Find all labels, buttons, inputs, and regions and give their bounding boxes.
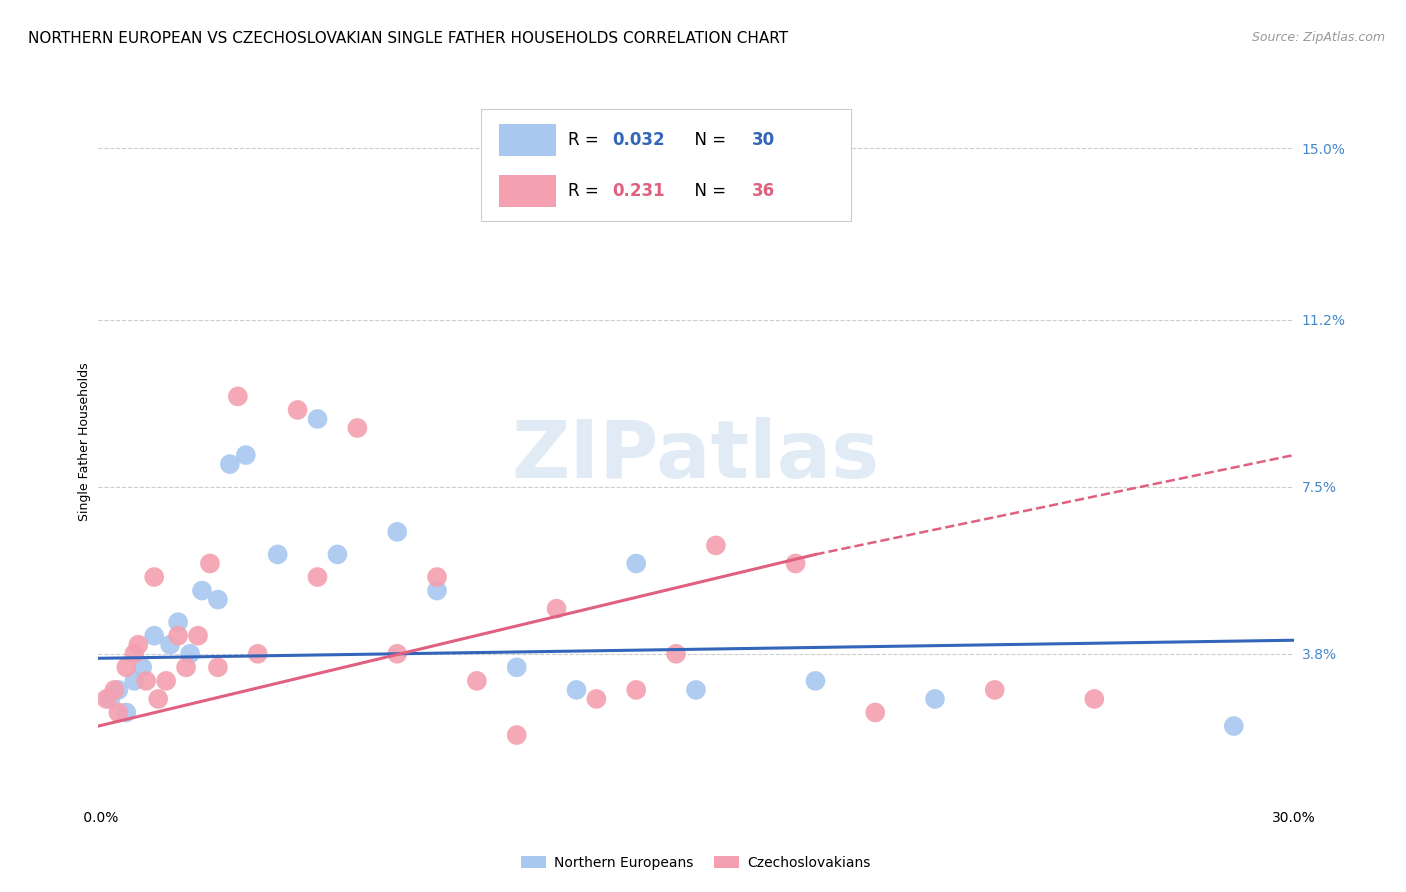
- Point: [307, 412, 329, 426]
- Point: [426, 570, 449, 584]
- Text: NORTHERN EUROPEAN VS CZECHOSLOVAKIAN SINGLE FATHER HOUSEHOLDS CORRELATION CHART: NORTHERN EUROPEAN VS CZECHOSLOVAKIAN SIN…: [28, 31, 789, 46]
- Point: [307, 570, 329, 584]
- Point: [685, 682, 707, 697]
- Point: [226, 389, 249, 403]
- Point: [155, 673, 177, 688]
- Point: [465, 673, 488, 688]
- Point: [506, 660, 529, 674]
- Point: [385, 524, 409, 539]
- Point: [115, 706, 138, 720]
- Point: [626, 557, 648, 571]
- Point: [124, 647, 146, 661]
- Point: [426, 583, 449, 598]
- Point: [565, 682, 588, 697]
- Point: [235, 448, 257, 462]
- Point: [924, 692, 946, 706]
- Point: [207, 592, 229, 607]
- Point: [174, 660, 197, 674]
- Point: [187, 629, 209, 643]
- Point: [219, 457, 242, 471]
- Point: [1083, 692, 1105, 706]
- Point: [143, 629, 166, 643]
- FancyBboxPatch shape: [499, 175, 557, 207]
- Text: R =: R =: [568, 182, 605, 200]
- Point: [191, 583, 214, 598]
- Point: [326, 548, 349, 562]
- Point: [626, 682, 648, 697]
- Point: [665, 647, 688, 661]
- Point: [127, 638, 149, 652]
- Text: 30: 30: [752, 131, 775, 149]
- Point: [135, 673, 157, 688]
- Point: [179, 647, 201, 661]
- Y-axis label: Single Father Households: Single Father Households: [79, 362, 91, 521]
- Point: [115, 660, 138, 674]
- Point: [506, 728, 529, 742]
- Text: N =: N =: [685, 182, 731, 200]
- Point: [198, 557, 221, 571]
- Point: [159, 638, 181, 652]
- Point: [804, 673, 827, 688]
- Point: [107, 682, 129, 697]
- FancyBboxPatch shape: [499, 124, 557, 156]
- Text: ZIPatlas: ZIPatlas: [512, 417, 880, 495]
- Point: [585, 692, 607, 706]
- Text: R =: R =: [568, 131, 605, 149]
- Text: 0.032: 0.032: [613, 131, 665, 149]
- Point: [385, 647, 409, 661]
- Legend: Northern Europeans, Czechoslovakians: Northern Europeans, Czechoslovakians: [515, 850, 877, 875]
- Point: [346, 421, 368, 435]
- Text: 0.231: 0.231: [613, 182, 665, 200]
- FancyBboxPatch shape: [481, 109, 852, 221]
- Point: [865, 706, 887, 720]
- Point: [124, 673, 146, 688]
- Point: [96, 692, 118, 706]
- Text: 36: 36: [752, 182, 775, 200]
- Point: [143, 570, 166, 584]
- Point: [148, 692, 170, 706]
- Text: Source: ZipAtlas.com: Source: ZipAtlas.com: [1251, 31, 1385, 45]
- Point: [167, 629, 190, 643]
- Point: [103, 682, 125, 697]
- Point: [785, 557, 807, 571]
- Point: [704, 538, 727, 552]
- Point: [107, 706, 129, 720]
- Point: [267, 548, 290, 562]
- Point: [98, 692, 122, 706]
- Point: [167, 615, 190, 630]
- Point: [131, 660, 153, 674]
- Point: [246, 647, 269, 661]
- Point: [984, 682, 1007, 697]
- Point: [287, 403, 309, 417]
- Point: [1223, 719, 1246, 733]
- Text: N =: N =: [685, 131, 731, 149]
- Point: [207, 660, 229, 674]
- Point: [546, 601, 568, 615]
